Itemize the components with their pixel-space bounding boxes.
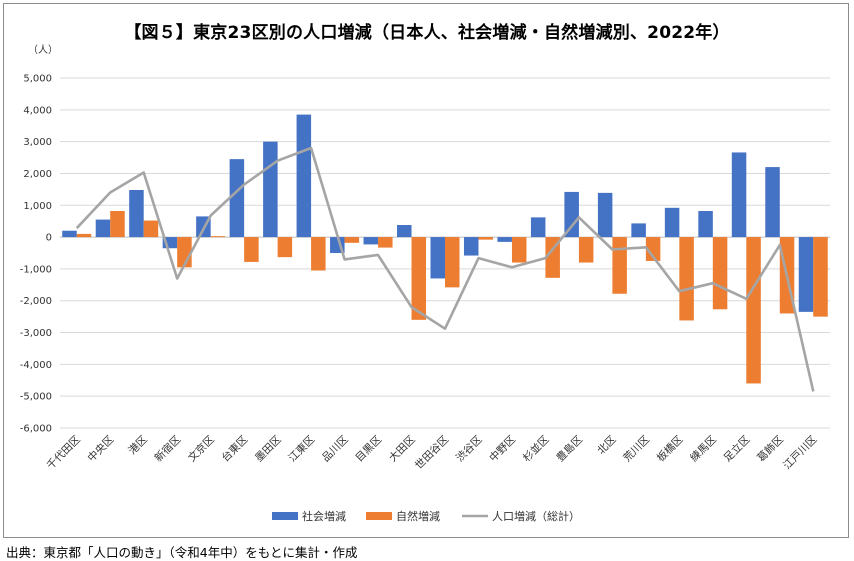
y-tick-label: 4,000 xyxy=(23,105,52,116)
x-category-label: 葛飾区 xyxy=(754,433,785,464)
bars xyxy=(62,114,828,384)
source-note: 出典：東京都「人口の動き」（令和4年中）をもとに集計・作成 xyxy=(6,545,358,560)
bar-social xyxy=(363,237,379,245)
bar-natural xyxy=(511,237,527,263)
x-category-label: 北区 xyxy=(595,434,618,457)
x-category-label: 江戸川区 xyxy=(781,434,819,472)
bar-social xyxy=(564,191,579,238)
bar-social xyxy=(530,217,546,238)
y-tick-label: 2,000 xyxy=(23,169,52,180)
bar-natural xyxy=(344,237,360,243)
bar-natural xyxy=(76,233,92,238)
x-category-label: 台東区 xyxy=(219,433,250,464)
x-category-label: 墨田区 xyxy=(253,434,284,465)
chart-title: 【図５】東京23区別の人口増減（日本人、社会増減・自然増減別、2022年） xyxy=(124,23,730,43)
x-category-label: 渋谷区 xyxy=(453,433,484,464)
bar-natural xyxy=(612,237,627,294)
legend: 社会増減 自然増減 人口増減（総計） xyxy=(272,509,580,523)
bar-natural xyxy=(545,237,560,278)
bar-natural xyxy=(813,237,828,317)
bar-natural xyxy=(645,237,661,261)
bar-natural xyxy=(378,237,393,248)
x-category-label: 新宿区 xyxy=(152,433,183,464)
bar-social xyxy=(62,230,77,238)
bar-natural xyxy=(277,237,293,258)
legend-label: 人口増減（総計） xyxy=(492,509,580,523)
legend-swatch xyxy=(366,512,392,520)
bar-social xyxy=(296,114,312,238)
total-line xyxy=(75,146,815,392)
x-category-label: 中野区 xyxy=(487,433,518,464)
legend-swatch xyxy=(272,512,298,520)
y-tick-label: 0 xyxy=(46,233,52,244)
x-category-label: 中央区 xyxy=(85,433,116,464)
x-category-label: 荒川区 xyxy=(621,434,652,465)
bar-social xyxy=(631,223,646,238)
bar-natural xyxy=(411,237,427,320)
bar-social xyxy=(263,141,278,238)
bar-natural xyxy=(712,237,728,310)
y-tick-label: 1,000 xyxy=(23,201,52,212)
bar-natural xyxy=(746,237,761,384)
y-tick-label: -2,000 xyxy=(20,296,52,307)
bar-social xyxy=(597,192,613,238)
legend-label: 社会増減 xyxy=(302,509,346,523)
x-category-label: 世田谷区 xyxy=(413,434,451,472)
x-category-label: 練馬区 xyxy=(687,433,718,464)
bar-natural xyxy=(244,237,259,262)
bar-social xyxy=(664,207,680,238)
x-category-label: 大田区 xyxy=(386,433,417,464)
y-tick-label: 5,000 xyxy=(23,74,52,85)
bar-social xyxy=(463,237,479,256)
bar-natural xyxy=(143,220,159,238)
bar-social xyxy=(731,152,747,238)
bar-social xyxy=(765,167,780,238)
y-tick-label: -6,000 xyxy=(20,424,52,435)
bar-social xyxy=(698,211,713,238)
y-tick-label: -5,000 xyxy=(20,392,52,403)
bar-social xyxy=(229,159,245,238)
bar-social xyxy=(129,190,144,238)
y-tick-label: -4,000 xyxy=(20,360,52,371)
x-category-label: 目黒区 xyxy=(353,434,384,465)
bar-natural xyxy=(311,237,326,271)
bar-natural xyxy=(445,237,460,288)
bar-social xyxy=(162,237,178,249)
bar-natural xyxy=(110,211,125,238)
bar-social xyxy=(798,237,814,312)
bar-social xyxy=(95,219,111,238)
x-category-label: 足立区 xyxy=(721,433,752,464)
x-category-label: 品川区 xyxy=(320,434,351,465)
legend-label: 自然増減 xyxy=(396,509,440,523)
bar-natural xyxy=(210,236,226,238)
x-category-label: 杉並区 xyxy=(520,433,551,464)
total-line-path xyxy=(75,146,815,392)
y-tick-label: 3,000 xyxy=(23,137,52,148)
bar-natural xyxy=(679,237,694,321)
y-axis-unit-label: （人） xyxy=(28,44,58,56)
y-axis-ticks: 5,000 4,000 3,000 2,000 1,000 0 -1,000 -2,000 -3… xyxy=(20,74,52,435)
y-tick-label: -1,000 xyxy=(20,264,52,275)
x-category-label: 千代田区 xyxy=(45,434,83,472)
bar-social xyxy=(397,225,412,238)
x-category-label: 板橋区 xyxy=(654,433,685,464)
x-category-label: 港区 xyxy=(126,434,149,457)
bar-natural xyxy=(578,237,594,263)
x-category-label: 豊島区 xyxy=(554,433,585,464)
bar-social xyxy=(497,237,512,242)
y-tick-label: -3,000 xyxy=(20,328,52,339)
bar-natural xyxy=(478,237,493,240)
bar-social xyxy=(430,237,445,279)
x-category-label: 文京区 xyxy=(185,433,216,464)
x-category-label: 江東区 xyxy=(286,433,317,464)
